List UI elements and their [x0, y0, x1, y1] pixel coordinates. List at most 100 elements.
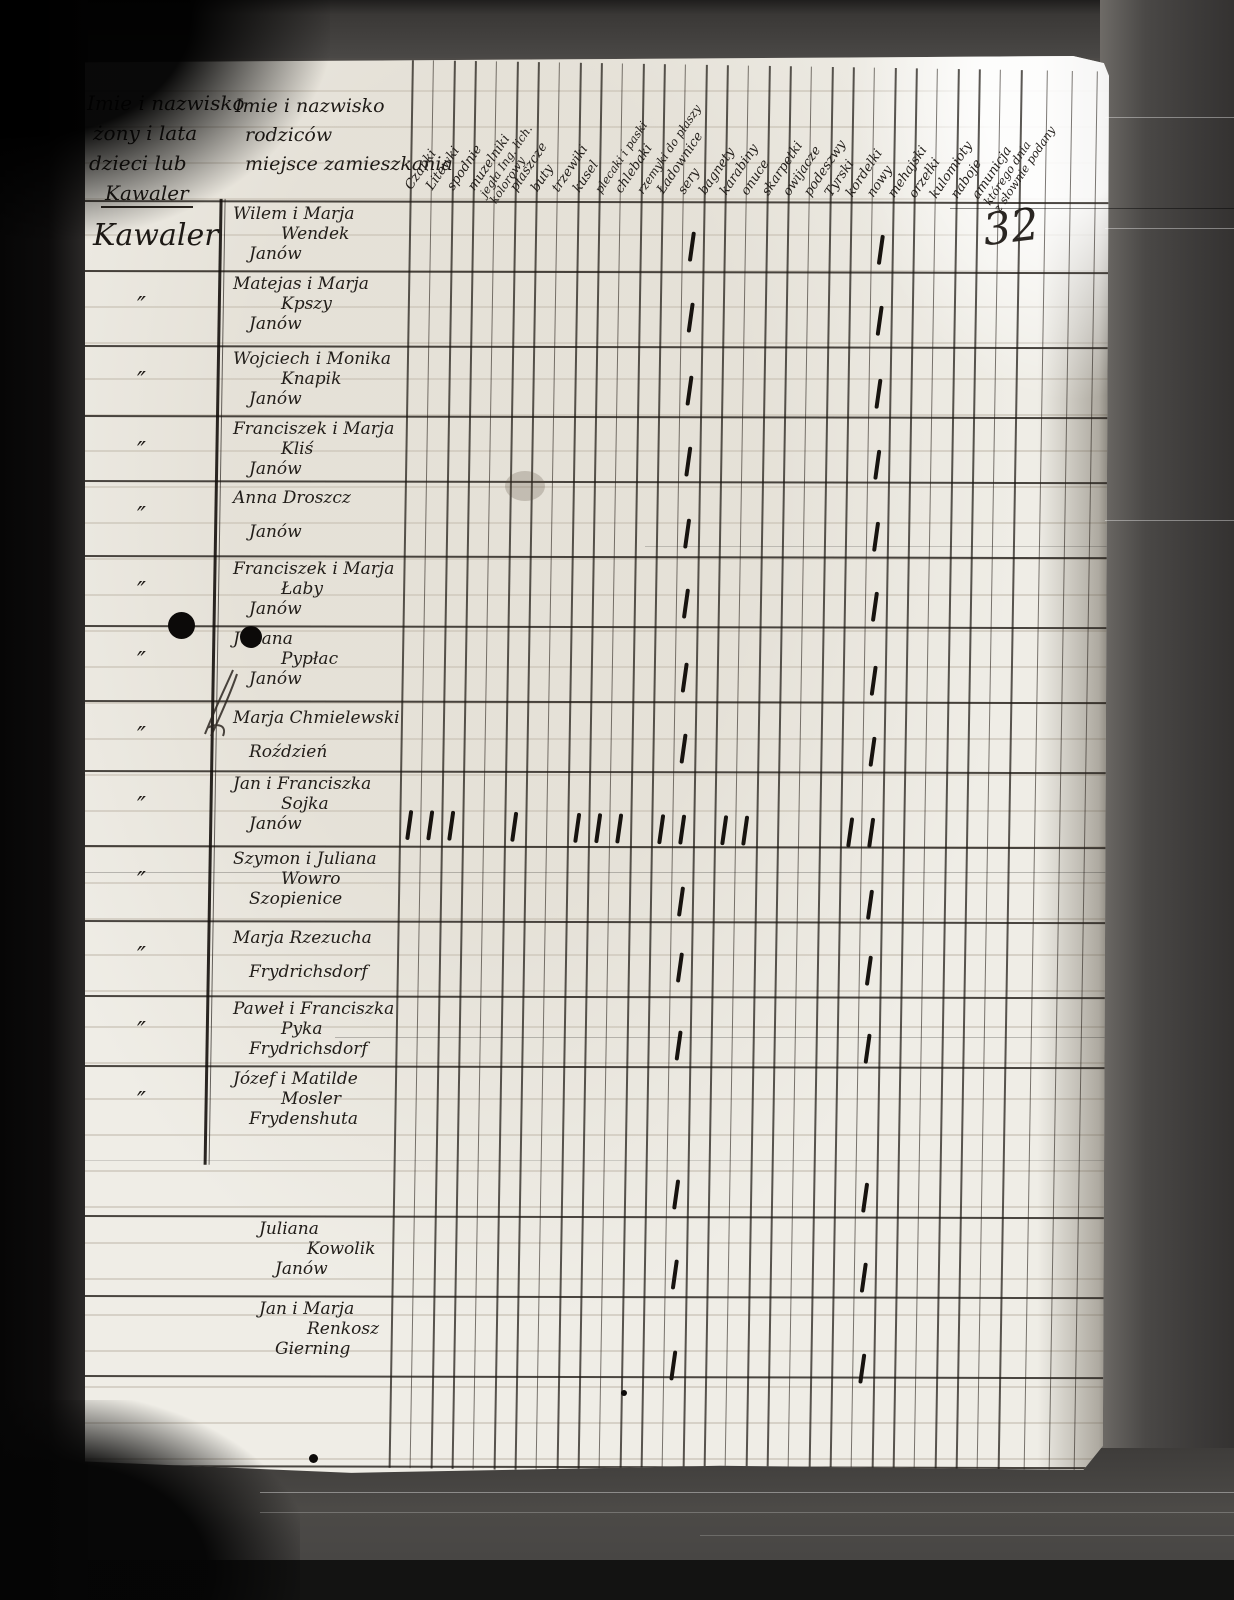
- tally-mark: [876, 234, 885, 265]
- tally-mark: [573, 812, 582, 843]
- name-line: Juliana: [259, 1219, 319, 1239]
- tally-mark: [680, 662, 689, 693]
- name-line: Jan i Franciszka: [233, 774, 372, 794]
- grid-column-line: [388, 59, 414, 1468]
- name-line: Pypłac: [281, 649, 339, 669]
- grid-column-line: [430, 60, 456, 1469]
- name-line: Frydrichsdorf: [249, 1039, 368, 1059]
- name-line: Roździeń: [249, 742, 328, 762]
- ink-dot: [309, 1454, 318, 1463]
- tally-mark: [615, 813, 624, 844]
- grid-column-line: [703, 65, 729, 1473]
- tally-mark: [674, 1030, 683, 1061]
- tally-mark: [867, 817, 876, 848]
- tally-mark: [594, 813, 603, 844]
- tally-mark: [858, 1353, 867, 1384]
- tally-mark: [868, 736, 877, 767]
- tally-mark: [675, 952, 684, 983]
- tally-mark: [874, 378, 883, 409]
- name-line: Franciszek i Marja: [233, 559, 395, 579]
- tally-mark: [685, 375, 694, 406]
- tally-mark: [679, 733, 688, 764]
- name-line: Matejas i Marja: [233, 274, 369, 294]
- status-cell: ″: [137, 437, 146, 465]
- name-line: Janów: [249, 814, 302, 834]
- tally-mark: [426, 810, 435, 841]
- status-cell: ″: [137, 792, 146, 820]
- name-line: Kpszy: [281, 294, 332, 314]
- tally-mark: [669, 1350, 678, 1381]
- register-page-paper: Imie i nazwisko żony i lata dzieci lub K…: [85, 56, 1109, 1473]
- tally-mark: [864, 955, 873, 986]
- grid-column-line: [808, 66, 834, 1473]
- tally-mark: [510, 811, 519, 842]
- tally-mark: [859, 1262, 868, 1293]
- status-cell: ″: [137, 577, 146, 605]
- name-line: Szopienice: [249, 889, 343, 909]
- name-line: Mosler: [281, 1089, 341, 1109]
- tally-mark: [405, 809, 414, 841]
- tally-mark: [863, 1033, 872, 1064]
- grid-column-line: [955, 69, 981, 1473]
- grid-column-line: [913, 68, 938, 1473]
- name-line: Janów: [249, 669, 302, 689]
- grid-column-line: [451, 61, 477, 1469]
- grid-column-line: [493, 61, 519, 1470]
- film-border-right: [1100, 0, 1234, 1600]
- name-line: Gierning: [275, 1339, 351, 1359]
- tally-mark: [676, 886, 686, 917]
- status-cell: ″: [137, 292, 146, 320]
- status-cell: ″: [137, 1017, 146, 1045]
- grid-column-line: [514, 62, 540, 1470]
- tally-mark: [846, 817, 855, 848]
- tally-mark: [873, 449, 882, 480]
- name-line: Kliś: [281, 439, 314, 459]
- ink-blot: [168, 612, 195, 639]
- ink-blot: [240, 626, 262, 648]
- grid-column-line: [766, 66, 792, 1473]
- name-line: Janów: [275, 1259, 328, 1279]
- tally-mark: [869, 665, 878, 696]
- name-line: Kowolik: [307, 1239, 376, 1259]
- smudge: [505, 471, 545, 501]
- name-line: Wojciech i Monika: [233, 349, 392, 369]
- grid-column-line: [619, 63, 645, 1472]
- grid-column-line: [829, 67, 855, 1473]
- grid-column-line: [724, 65, 749, 1473]
- grid-column-line: [787, 66, 812, 1473]
- grid-column-line: [598, 63, 623, 1472]
- tally-mark: [875, 305, 884, 336]
- status-cell: ″: [137, 367, 146, 395]
- tally-mark: [720, 815, 729, 846]
- tally-mark: [741, 815, 750, 846]
- status-cell: ″: [137, 867, 146, 895]
- tally-mark: [672, 1179, 681, 1210]
- name-line: Franciszek i Marja: [233, 419, 395, 439]
- tally-mark: [683, 518, 692, 549]
- name-line: Sojka: [281, 794, 329, 814]
- tally-mark: [865, 889, 875, 920]
- tally-mark: [657, 814, 666, 845]
- page-number: 32: [980, 198, 1042, 257]
- name-line: Janów: [249, 459, 302, 479]
- status-cell: ″: [137, 942, 146, 970]
- tally-mark: [681, 588, 691, 619]
- name-line: Paweł i Franciszka: [233, 999, 395, 1019]
- grid-column-line: [682, 64, 708, 1473]
- status-cell: ″: [137, 722, 146, 750]
- film-border-left: [0, 0, 88, 1600]
- name-line: Janów: [249, 244, 302, 264]
- name-line: Janów: [249, 389, 302, 409]
- grid-column-line: [745, 65, 771, 1473]
- grid-column-line: [892, 68, 918, 1473]
- name-line: Knapik: [281, 369, 342, 389]
- tally-mark: [872, 521, 881, 552]
- status-cell: ″: [137, 647, 146, 675]
- name-line: Łaby: [281, 579, 323, 599]
- name-line: Janów: [249, 314, 302, 334]
- grid-column-line: [997, 70, 1023, 1473]
- name-line: Anna Droszcz: [233, 488, 351, 508]
- grid-column-line: [934, 69, 960, 1473]
- tally-grid: Czapki Litewki spodnie muzelniki jegła Ing. …: [85, 56, 1109, 1473]
